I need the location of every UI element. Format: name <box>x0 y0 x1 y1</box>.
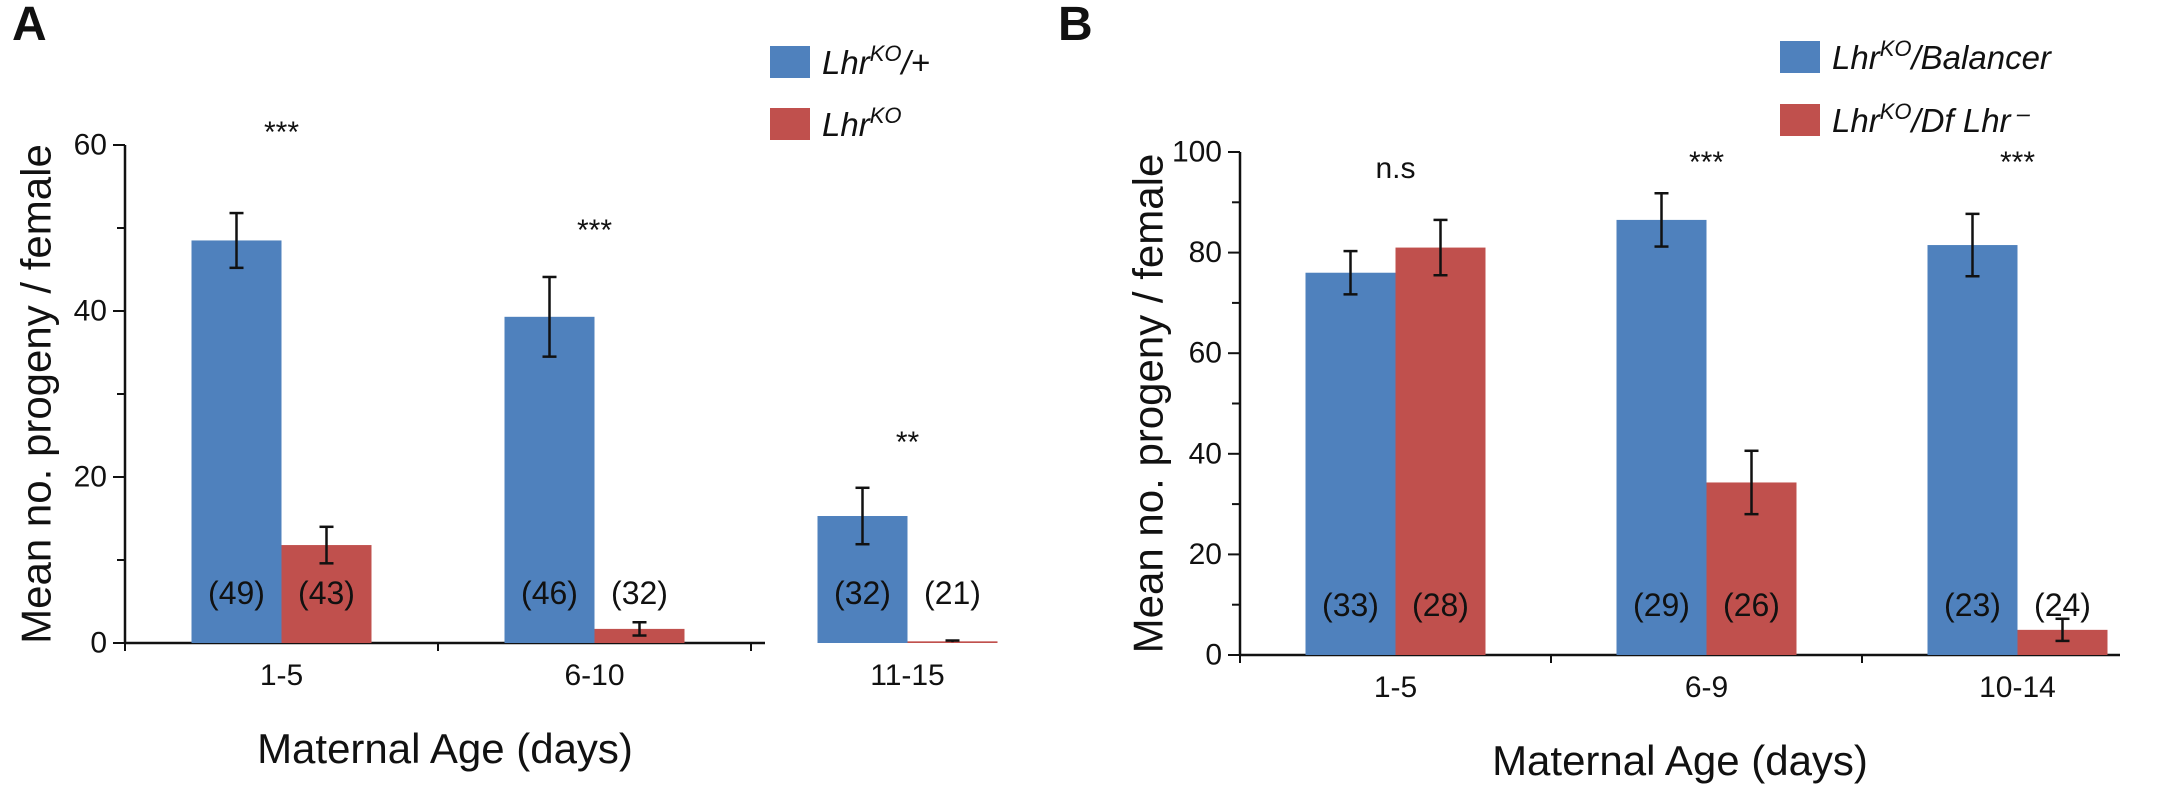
bar-blue-6-10 <box>504 316 595 643</box>
y-tick-label: 100 <box>1172 136 1222 169</box>
sample-size-label: (23) <box>1944 587 2001 623</box>
significance-label: n.s <box>1375 152 1415 185</box>
significance-label: ** <box>896 426 920 459</box>
x-tick-label: 11-15 <box>870 659 945 692</box>
sample-size-label: (29) <box>1633 587 1690 623</box>
legend-superscript: KO <box>1880 99 1912 124</box>
y-tick-label: 80 <box>1189 236 1222 269</box>
x-axis-label: Maternal Age (days) <box>257 725 633 772</box>
legend-label: LhrKO/Balancer <box>1832 36 2053 76</box>
panel-letter: A <box>12 0 47 51</box>
chart-panel-a: A Mean no. progeny / female 0 20 40 60 (49) (43… <box>12 0 998 772</box>
y-tick-label: 0 <box>1205 639 1222 672</box>
significance-label: *** <box>1689 146 1724 179</box>
bar-red-1-5 <box>1395 247 1486 655</box>
legend-swatch <box>770 46 810 78</box>
legend-swatch <box>1780 41 1820 73</box>
bar-blue-6-9 <box>1616 219 1707 655</box>
sample-size-label: (33) <box>1322 587 1379 623</box>
bar-blue-1-5 <box>1305 272 1396 655</box>
y-tick-label: 60 <box>74 129 107 162</box>
sample-size-label: (43) <box>298 575 355 611</box>
legend-genotype: /Balancer <box>1910 39 2053 76</box>
panel-letter: B <box>1058 0 1093 51</box>
legend-gene: Lhr <box>1832 102 1882 139</box>
chart-panel-b: B Mean no. progeny / female 0 20 40 60 80 100 (3… <box>1058 0 2120 784</box>
significance-label: *** <box>2000 146 2035 179</box>
x-tick-label: 6-10 <box>564 659 624 692</box>
legend: LhrKO/+LhrKO <box>770 41 930 143</box>
legend-superscript: KO <box>870 41 902 66</box>
legend-swatch <box>1780 104 1820 136</box>
legend-gene: Lhr <box>822 106 872 143</box>
x-tick-label: 1-5 <box>260 659 303 692</box>
y-tick-label: 60 <box>1189 337 1222 370</box>
sample-size-label: (32) <box>834 575 891 611</box>
sample-size-label: (32) <box>611 575 668 611</box>
legend-swatch <box>770 108 810 140</box>
sample-size-label: (49) <box>208 575 265 611</box>
y-tick-label: 40 <box>74 295 107 328</box>
legend-label: LhrKO/+ <box>822 41 930 81</box>
y-tick-label: 20 <box>1189 538 1222 571</box>
y-tick-label: 40 <box>1189 437 1222 470</box>
legend-superscript: KO <box>870 103 902 128</box>
legend-genotype: /Df Lhr⁻ <box>1910 102 2031 139</box>
sample-size-label: (28) <box>1412 587 1469 623</box>
legend-label: LhrKO <box>822 103 902 143</box>
x-axis-label: Maternal Age (days) <box>1492 737 1868 784</box>
y-axis-label: Mean no. progeny / female <box>1125 154 1172 654</box>
significance-label: *** <box>577 214 612 247</box>
significance-label: *** <box>264 116 299 149</box>
y-tick-label: 0 <box>90 627 107 660</box>
x-tick-label: 6-9 <box>1685 671 1728 704</box>
legend-label: LhrKO/Df Lhr⁻ <box>1832 99 2031 139</box>
legend-gene: Lhr <box>1832 39 1882 76</box>
x-tick-label: 1-5 <box>1374 671 1417 704</box>
y-axis-label: Mean no. progeny / female <box>13 144 60 644</box>
bar-red-11-15 <box>907 641 998 643</box>
sample-size-label: (26) <box>1723 587 1780 623</box>
sample-size-label: (24) <box>2034 587 2091 623</box>
legend-genotype: /+ <box>900 44 930 81</box>
sample-size-label: (21) <box>924 575 981 611</box>
y-tick-label: 20 <box>74 461 107 494</box>
bar-blue-1-5 <box>191 240 282 643</box>
legend-superscript: KO <box>1880 36 1912 61</box>
bar-blue-10-14 <box>1927 245 2018 655</box>
x-tick-label: 10-14 <box>1979 671 2056 704</box>
legend-gene: Lhr <box>822 44 872 81</box>
sample-size-label: (46) <box>521 575 578 611</box>
